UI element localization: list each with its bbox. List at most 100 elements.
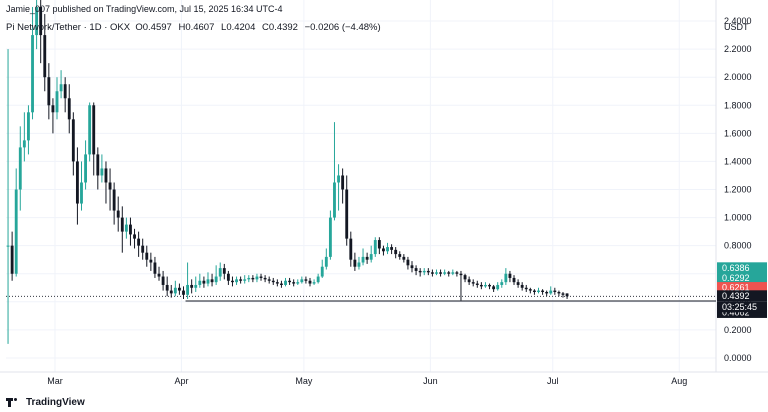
- price-badge: [717, 282, 767, 294]
- candle-body: [35, 7, 39, 36]
- ohlc-low-label: L: [221, 22, 227, 33]
- candle-body: [549, 290, 553, 294]
- x-tick-label: Apr: [174, 376, 188, 386]
- candle-body: [341, 175, 345, 190]
- price-badge: [717, 262, 767, 274]
- candle-body: [284, 280, 287, 285]
- candle-body: [524, 287, 528, 290]
- candle-body: [124, 224, 128, 232]
- price-badge-label: 0.6386: [722, 263, 750, 273]
- price-badge-label: 0.4062: [722, 307, 750, 317]
- price-badge-label: 0.6261: [722, 283, 750, 293]
- candle-body: [75, 161, 79, 204]
- candle-body: [447, 272, 451, 274]
- candle-body: [349, 238, 353, 260]
- ohlc-high-label: H: [178, 22, 186, 33]
- candle-body: [226, 273, 230, 281]
- candle-body: [382, 248, 385, 252]
- candle-body: [471, 282, 475, 284]
- candle-body: [190, 284, 194, 288]
- candle-body: [214, 276, 218, 283]
- tradingview-brand-label: TradingView: [26, 397, 85, 408]
- candle-body: [410, 265, 414, 269]
- candle-body: [275, 282, 279, 284]
- candle-body: [96, 154, 100, 176]
- y-tick-label: 0.2000: [724, 325, 752, 335]
- candle-body: [186, 284, 190, 295]
- candle-body: [108, 182, 112, 190]
- ohlc-open-label: O: [135, 22, 143, 33]
- candle-body: [88, 105, 92, 155]
- candle-body: [328, 217, 332, 257]
- candle-body: [218, 268, 222, 277]
- candle-body: [255, 276, 259, 280]
- candle-body: [406, 259, 410, 266]
- candle-body: [251, 277, 255, 280]
- candle-body: [373, 240, 377, 255]
- candle-body: [104, 168, 108, 183]
- candle-body: [386, 247, 389, 252]
- candle-body: [161, 276, 165, 285]
- candle-body: [537, 290, 540, 292]
- candle-body: [263, 277, 267, 280]
- candle-body: [357, 262, 361, 267]
- x-tick-label: Mar: [47, 376, 63, 386]
- candle-body: [300, 279, 304, 283]
- candle-body: [500, 282, 504, 285]
- candle-body: [361, 256, 365, 263]
- candle-body: [475, 283, 479, 285]
- candle-body: [496, 284, 500, 290]
- candle-body: [165, 284, 169, 291]
- candle-body: [182, 290, 185, 295]
- candle-body: [112, 189, 116, 211]
- x-tick-label: May: [295, 376, 313, 386]
- candle-body: [553, 290, 557, 292]
- tradingview-logo[interactable]: TradingView: [6, 397, 85, 408]
- candle-body: [377, 240, 381, 249]
- x-tick-label: Jul: [547, 376, 559, 386]
- candle-body: [304, 279, 308, 281]
- candle-body: [516, 282, 520, 285]
- y-tick-label: 2.4000: [724, 16, 752, 26]
- candle-body: [324, 256, 328, 267]
- candle-body: [84, 154, 87, 183]
- candle-body: [455, 272, 459, 274]
- x-tick-label: Jun: [423, 376, 438, 386]
- countdown-badge: [717, 301, 767, 313]
- candle-body: [439, 272, 442, 274]
- candle-body: [512, 277, 516, 283]
- candle-body: [153, 262, 157, 274]
- candle-body: [173, 287, 177, 294]
- y-tick-label: 0.8000: [724, 241, 752, 251]
- candle-body: [545, 291, 549, 294]
- candle-body: [520, 284, 524, 288]
- candle-body: [92, 105, 96, 155]
- candle-body: [320, 266, 324, 277]
- candle-body: [235, 279, 238, 283]
- candle-body: [312, 282, 316, 284]
- candle-body: [479, 284, 483, 287]
- candle-body: [198, 280, 202, 285]
- candle-body: [451, 272, 455, 274]
- symbol-label[interactable]: Pi Network/Tether · 1D · OKX: [6, 22, 131, 33]
- candle-body: [296, 282, 300, 284]
- candle-body: [137, 238, 141, 246]
- candle-body: [528, 289, 532, 291]
- candle-body: [394, 249, 398, 255]
- y-tick-label: 1.8000: [724, 100, 752, 110]
- y-tick-label: 1.0000: [724, 213, 752, 223]
- candle-body: [55, 91, 59, 113]
- candle-body: [541, 290, 545, 292]
- candle-body: [430, 272, 434, 274]
- candle-body: [390, 247, 394, 250]
- candle-body: [308, 280, 312, 284]
- candle-body: [27, 112, 30, 141]
- y-tick-label: 2.2000: [724, 44, 752, 54]
- candle-body: [426, 270, 430, 273]
- candle-body: [557, 291, 561, 294]
- candle-body: [141, 245, 145, 253]
- candle-body: [345, 189, 349, 239]
- candle-body: [492, 286, 496, 290]
- candle-body: [508, 273, 512, 278]
